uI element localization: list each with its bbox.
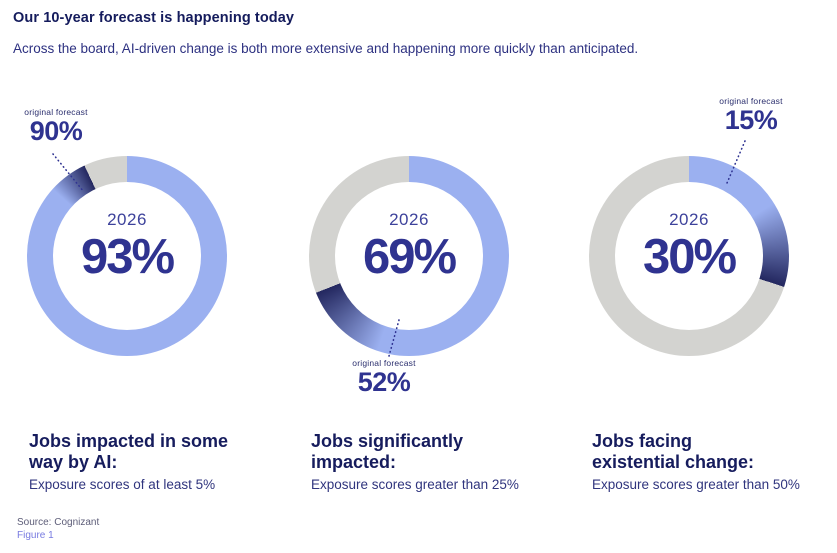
caption-heading-line1: Jobs significantly — [311, 431, 464, 451]
caption-jobs-significantly-impacted: Jobs significantly impacted: Exposure sc… — [311, 431, 561, 492]
annotation-value: 52% — [357, 367, 411, 397]
annotation-label: original forecast — [719, 96, 783, 106]
source-note: Source: Cognizant — [17, 517, 100, 528]
donut-hole — [53, 182, 201, 330]
figure-number: Figure 1 — [17, 530, 54, 541]
donut-hole — [615, 182, 763, 330]
donut-jobs-existential-change: 2026 30% — [589, 156, 789, 356]
annotation-original-forecast-3: original forecast 15% — [706, 96, 796, 136]
donut-hole — [335, 182, 483, 330]
donut-value: 30% — [642, 230, 737, 284]
caption-heading-line1: Jobs facing — [592, 431, 693, 451]
donut-center-label: 2026 93% — [27, 146, 227, 346]
caption-heading-line2: way by AI: — [29, 452, 118, 472]
annotation-value: 90% — [29, 116, 83, 146]
annotation-label: original forecast — [24, 107, 88, 117]
donut-value: 93% — [80, 230, 175, 284]
annotation-original-forecast-2: original forecast 52% — [339, 358, 429, 398]
annotation-value: 15% — [724, 105, 778, 135]
caption-detail: Exposure scores greater than 50% — [592, 477, 800, 492]
caption-detail: Exposure scores greater than 25% — [311, 477, 519, 492]
donut-value: 69% — [362, 230, 457, 284]
donut-year-label: 2026 — [389, 210, 429, 229]
caption-heading: Jobs significantly impacted: — [311, 431, 561, 473]
caption-heading-line1: Jobs impacted in some — [29, 431, 229, 451]
donut-center-label: 2026 30% — [589, 146, 789, 346]
donut-center-label: 2026 69% — [309, 146, 509, 346]
donut-jobs-impacted: 2026 93% — [27, 156, 227, 356]
annotation-label: original forecast — [352, 358, 416, 368]
donut-year-label: 2026 — [669, 210, 709, 229]
caption-heading: Jobs facing existential change: — [592, 431, 837, 473]
page-title: Our 10-year forecast is happening today — [13, 10, 295, 26]
donut-year-label: 2026 — [107, 210, 147, 229]
page-subtitle: Across the board, AI-driven change is bo… — [13, 41, 639, 56]
caption-heading-line2: existential change: — [592, 452, 755, 472]
caption-heading-line2: impacted: — [311, 452, 397, 472]
caption-detail: Exposure scores of at least 5% — [29, 477, 216, 492]
donut-jobs-significantly-impacted: 2026 69% — [309, 156, 509, 356]
caption-jobs-impacted: Jobs impacted in some way by AI: Exposur… — [29, 431, 279, 492]
annotation-original-forecast-1: original forecast 90% — [11, 107, 101, 147]
caption-jobs-existential-change: Jobs facing existential change: Exposure… — [592, 431, 837, 492]
caption-heading: Jobs impacted in some way by AI: — [29, 431, 279, 473]
